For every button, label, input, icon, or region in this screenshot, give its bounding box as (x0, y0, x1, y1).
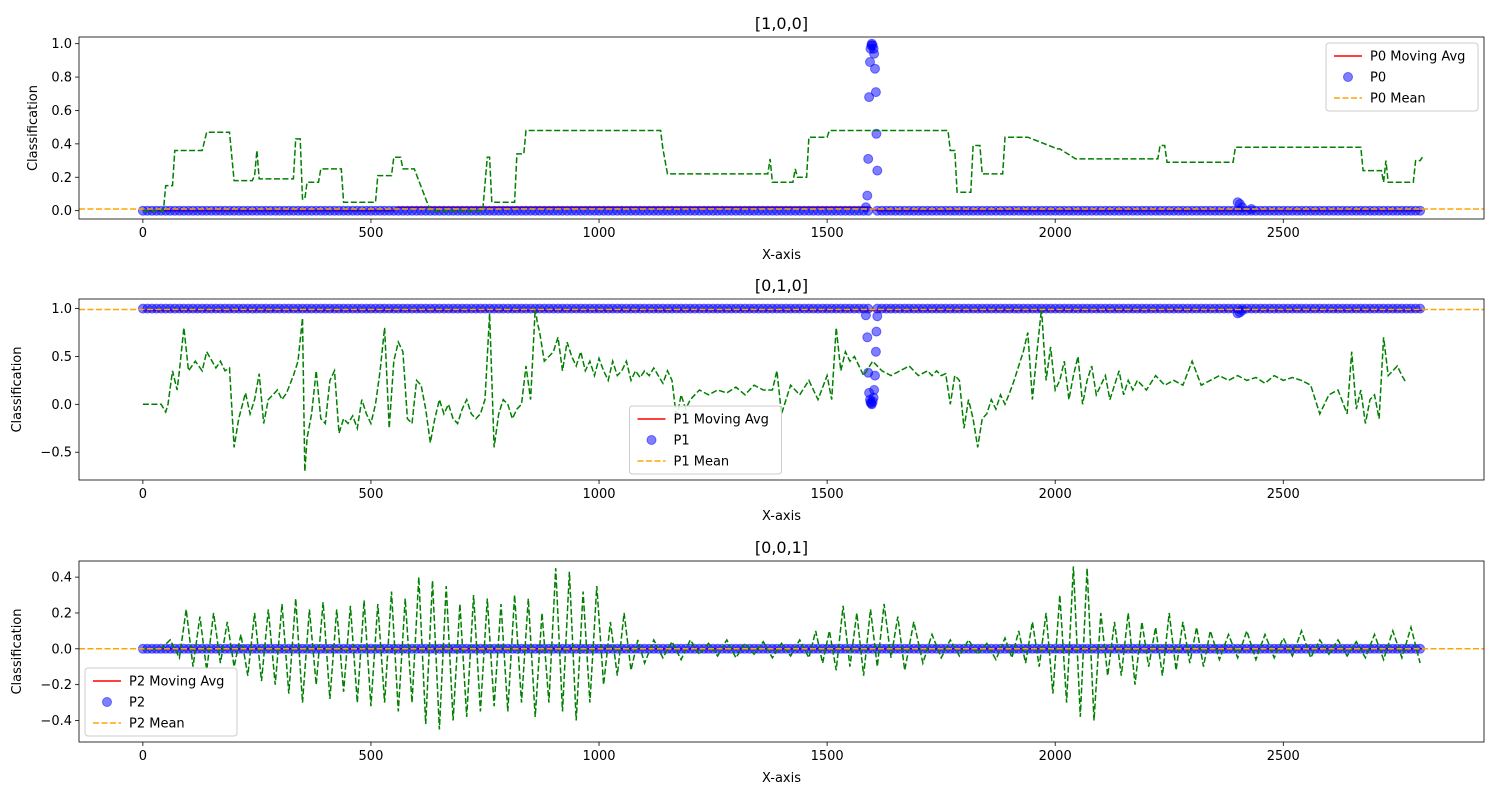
chart-panel-2: 0 500 1000 1500 2000 2500 −0.4 −0.2 0.0 0.2 0.4 [0,… (10, 538, 1484, 786)
x-tick-label: 1000 (582, 487, 615, 502)
data-point (871, 88, 880, 97)
y-tick-label: 0.8 (51, 71, 72, 86)
y-tick-label: 0.0 (51, 204, 72, 219)
x-tick-label: 2000 (1039, 749, 1072, 764)
y-tick-label: −0.2 (40, 678, 72, 693)
y-tick-label: 0.2 (51, 171, 72, 186)
x-tick-label: 0 (139, 226, 147, 241)
x-tick-label: 2000 (1039, 487, 1072, 502)
legend-label: P1 (674, 434, 690, 449)
y-tick-label: 0.2 (51, 606, 72, 621)
x-tick-label: 1500 (811, 226, 844, 241)
y-axis-label: Classification (10, 346, 25, 432)
legend-label: P1 Moving Avg (674, 413, 769, 428)
legend-label: P0 Mean (1370, 92, 1426, 107)
data-point (871, 371, 880, 380)
legend: P1 Moving Avg P1 P1 Mean (630, 406, 782, 474)
y-tick-label: 0.6 (51, 104, 72, 119)
axes-frame (79, 37, 1484, 219)
data-point (1238, 203, 1247, 212)
data-point (1238, 306, 1247, 315)
data-point (873, 312, 882, 321)
y-tick-label: 1.0 (51, 37, 72, 52)
chart-panel-1: 0 500 1000 1500 2000 2500 −0.5 0.0 0.5 1.0 [0,1,0]… (10, 276, 1484, 524)
x-axis-label: X-axis (762, 771, 801, 786)
x-tick-label: 1500 (811, 749, 844, 764)
data-point (870, 49, 879, 58)
chart-title: [0,1,0] (755, 276, 808, 295)
x-tick-label: 0 (139, 749, 147, 764)
legend-label: P0 Moving Avg (1370, 50, 1465, 65)
legend-label: P0 (1370, 71, 1386, 86)
x-tick-label: 2000 (1039, 226, 1072, 241)
x-tick-label: 2500 (1267, 226, 1300, 241)
data-point (1416, 304, 1425, 313)
x-tick-label: 2500 (1267, 749, 1300, 764)
y-tick-label: 0.0 (51, 642, 72, 657)
data-point (861, 311, 870, 320)
legend-label: P2 Moving Avg (129, 675, 224, 690)
legend-swatch-points (647, 436, 656, 445)
x-tick-label: 500 (359, 749, 384, 764)
chart-panel-0: 0 500 1000 1500 2000 2500 0.0 0.2 0.4 0.6 0.8 1.0 [1… (26, 14, 1484, 263)
data-point (871, 64, 880, 73)
plot-area (79, 566, 1484, 729)
x-axis-label: X-axis (762, 248, 801, 263)
x-tick-label: 500 (359, 226, 384, 241)
legend-label: P2 Mean (129, 717, 185, 732)
data-point (871, 347, 880, 356)
data-point (861, 203, 870, 212)
legend-label: P1 Mean (674, 455, 730, 470)
chart-title: [0,0,1] (755, 538, 808, 557)
x-tick-label: 1000 (582, 749, 615, 764)
data-point (1416, 206, 1425, 215)
legend: P2 Moving Avg P2 P2 Mean (85, 668, 237, 736)
legend: P0 Moving Avg P0 P0 Mean (1326, 43, 1478, 111)
y-tick-label: 0.4 (51, 571, 72, 586)
chart-title: [1,0,0] (755, 14, 808, 33)
y-axis-label: Classification (26, 85, 41, 171)
x-axis-label: X-axis (762, 509, 801, 524)
x-tick-label: 500 (359, 487, 384, 502)
legend-label: P2 (129, 696, 145, 711)
data-point (863, 191, 872, 200)
plot-area (79, 39, 1484, 215)
x-tick-label: 1000 (582, 226, 615, 241)
y-tick-label: 1.0 (51, 302, 72, 317)
data-point (873, 166, 882, 175)
x-tick-label: 0 (139, 487, 147, 502)
data-point (870, 386, 879, 395)
y-tick-label: −0.4 (40, 714, 72, 729)
legend-swatch-points (103, 698, 112, 707)
y-tick-label: 0.0 (51, 398, 72, 413)
y-tick-label: 0.5 (51, 350, 72, 365)
data-point (863, 333, 872, 342)
signal-line (143, 131, 1423, 211)
y-tick-label: −0.5 (40, 446, 72, 461)
x-tick-label: 1500 (811, 487, 844, 502)
y-axis-label: Classification (10, 608, 25, 694)
y-tick-label: 0.4 (51, 137, 72, 152)
legend-swatch-points (1344, 73, 1353, 82)
data-point (872, 327, 881, 336)
data-point (864, 154, 873, 163)
x-tick-label: 2500 (1267, 487, 1300, 502)
